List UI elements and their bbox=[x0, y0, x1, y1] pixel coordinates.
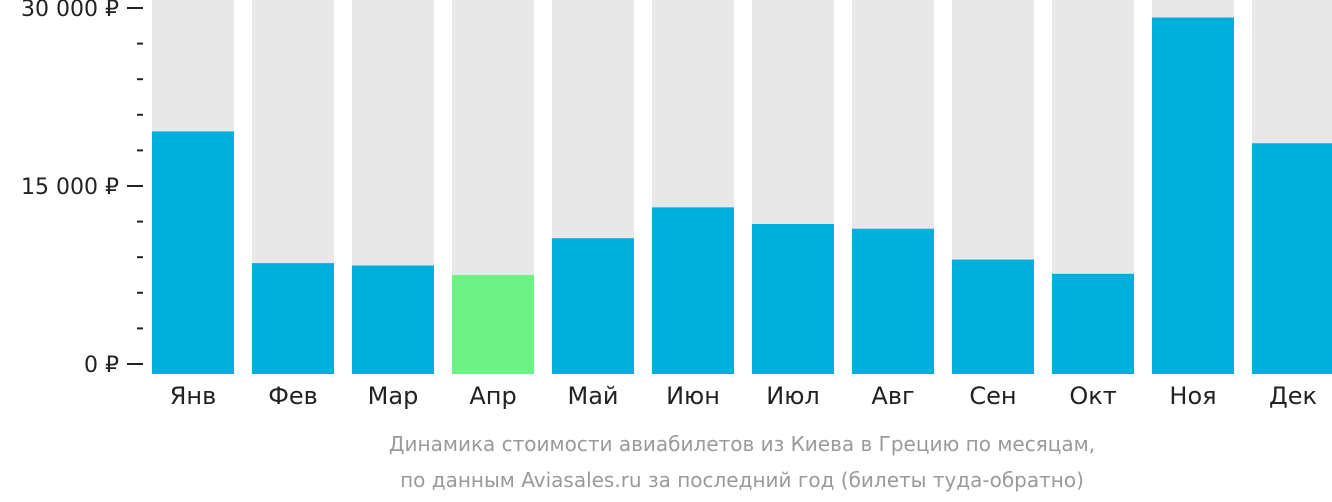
bar-11[interactable] bbox=[1252, 143, 1332, 374]
bar-6[interactable] bbox=[752, 223, 834, 374]
x-tick-label-7: Авг bbox=[871, 382, 914, 410]
bar-10[interactable] bbox=[1152, 17, 1234, 374]
value-bars bbox=[152, 17, 1332, 374]
bar-8[interactable] bbox=[952, 259, 1034, 374]
x-tick-label-8: Сен bbox=[969, 382, 1016, 410]
bar-0[interactable] bbox=[152, 131, 234, 374]
bar-1[interactable] bbox=[252, 263, 334, 374]
x-axis-labels: Янв Фев Мар Апр Май Июн Июл Авг Сен Окт Ноя Дек bbox=[170, 382, 1317, 410]
bar-2[interactable] bbox=[352, 265, 434, 374]
y-tick-label-2: 30 000 ₽ bbox=[21, 0, 119, 22]
x-tick-label-2: Мар bbox=[368, 382, 419, 410]
x-tick-label-4: Май bbox=[567, 382, 618, 410]
x-tick-label-9: Окт bbox=[1069, 382, 1116, 410]
bar-5[interactable] bbox=[652, 207, 734, 374]
caption-line-1: Динамика стоимости авиабилетов из Киева … bbox=[389, 432, 1095, 456]
x-tick-label-5: Июн bbox=[666, 382, 720, 410]
y-tick-label-1: 15 000 ₽ bbox=[21, 175, 119, 200]
bar-7[interactable] bbox=[852, 228, 934, 374]
x-tick-label-1: Фев bbox=[268, 382, 318, 410]
bar-3[interactable] bbox=[452, 275, 534, 374]
x-tick-label-3: Апр bbox=[469, 382, 516, 410]
caption-line-2: по данным Aviasales.ru за последний год … bbox=[400, 468, 1084, 492]
y-tick-label-0: 0 ₽ bbox=[84, 353, 119, 378]
bar-9[interactable] bbox=[1052, 273, 1134, 374]
x-tick-label-6: Июл bbox=[766, 382, 820, 410]
x-tick-label-10: Ноя bbox=[1169, 382, 1216, 410]
x-tick-label-0: Янв bbox=[170, 382, 217, 410]
bar-4[interactable] bbox=[552, 238, 634, 374]
x-tick-label-11: Дек bbox=[1269, 382, 1317, 410]
y-axis: 0 ₽ 15 000 ₽ 30 000 ₽ bbox=[21, 0, 143, 378]
